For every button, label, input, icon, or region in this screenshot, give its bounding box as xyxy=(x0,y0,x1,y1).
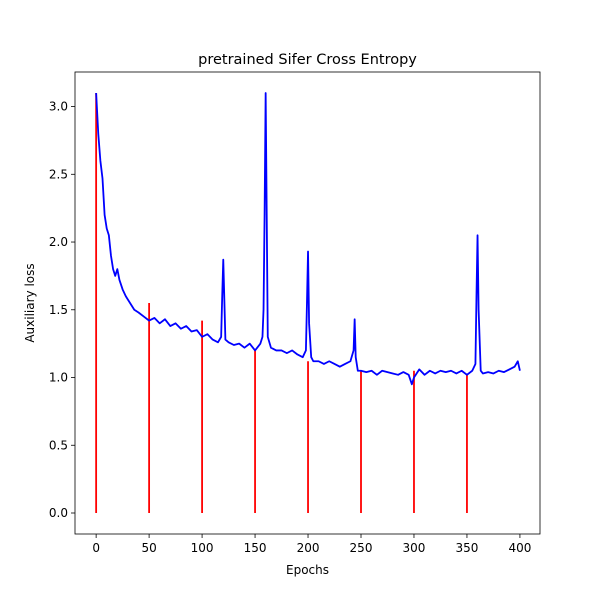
axis-ticks: 0 50 100 150 200 250 300 350 400 0.0 0.5 1.0 1.5 2.0 2… xyxy=(49,100,531,555)
x-tick-label-5: 250 xyxy=(350,541,373,555)
x-tick-label-3: 150 xyxy=(244,541,267,555)
y-tick-label-3: 1.5 xyxy=(49,303,68,317)
plot-frame xyxy=(74,71,541,535)
y-tick-label-4: 2.0 xyxy=(49,235,68,249)
x-tick-label-2: 100 xyxy=(191,541,214,555)
chart-title: pretrained Sifer Cross Entropy xyxy=(198,52,417,68)
y-tick-label-2: 1.0 xyxy=(49,371,68,385)
y-tick-label-1: 0.5 xyxy=(49,438,68,452)
plot-area xyxy=(95,92,521,513)
x-tick-label-4: 200 xyxy=(297,541,320,555)
x-tick-label-1: 50 xyxy=(141,541,156,555)
y-tick-label-5: 2.5 xyxy=(49,167,68,181)
x-tick-label-7: 350 xyxy=(455,541,478,555)
x-tick-label-6: 300 xyxy=(403,541,426,555)
x-tick-label-8: 400 xyxy=(508,541,531,555)
y-axis-label: Auxiliary loss xyxy=(23,263,37,342)
blue-loss-line xyxy=(95,92,521,386)
y-tick-label-6: 3.0 xyxy=(49,100,68,114)
y-tick-label-0: 0.0 xyxy=(49,506,68,520)
x-axis-label: Epochs xyxy=(286,563,329,577)
x-tick-label-0: 0 xyxy=(92,541,100,555)
